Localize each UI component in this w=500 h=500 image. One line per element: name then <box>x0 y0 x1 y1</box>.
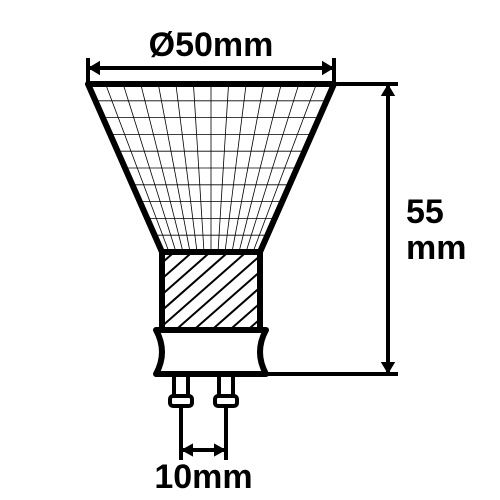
dim-base-label: 10mm <box>154 458 252 496</box>
base-outline <box>156 330 266 374</box>
reflector-grid <box>95 84 326 252</box>
neck-outline <box>162 252 260 330</box>
pin-left <box>174 374 188 396</box>
pin-right-cap <box>215 396 237 406</box>
pin-left-cap <box>170 396 192 406</box>
dim-width-label: Ø50mm <box>149 26 274 64</box>
dim-height-unit: mm <box>406 229 466 267</box>
bulb-dimension-diagram: Ø50mm 55mm 10mm <box>0 0 500 500</box>
neck-hatch <box>62 247 450 335</box>
dim-height-value: 55 <box>406 193 444 231</box>
pin-right <box>219 374 233 396</box>
